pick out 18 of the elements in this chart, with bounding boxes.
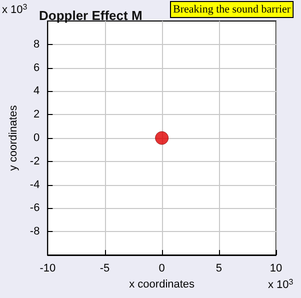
y-tick-label: 0: [34, 132, 40, 144]
y-tick-label: -8: [30, 226, 40, 238]
x-tick-label: 5: [216, 262, 222, 274]
y-tick-label: -4: [30, 178, 40, 191]
x-axis-title: x coordinates: [129, 278, 196, 290]
y-tick-label: -2: [30, 155, 40, 168]
chart-title: Doppler Effect M: [39, 8, 142, 23]
text: Breaking the sound barrier: [173, 4, 291, 16]
y-tick-label: 8: [34, 38, 40, 50]
x-tick-label: 0: [158, 262, 165, 274]
y-axis-title: y coordinates: [8, 104, 20, 171]
y-tick-label: 4: [34, 85, 40, 98]
y-tick-label: -6: [30, 202, 40, 214]
x-tick-label: -5: [100, 262, 110, 274]
y-tick-label: 6: [34, 62, 40, 74]
x-tick-label: 10: [270, 262, 282, 274]
y-tick-label: 2: [34, 108, 40, 121]
x-tick-label: -10: [40, 262, 56, 274]
